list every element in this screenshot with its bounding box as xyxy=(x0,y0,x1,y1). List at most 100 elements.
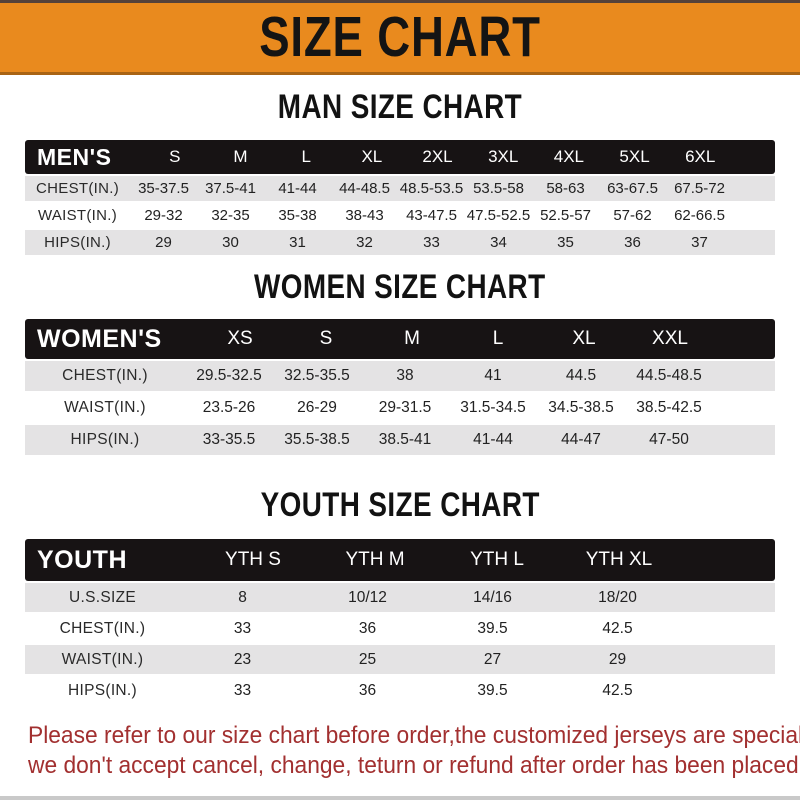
measurement-value: 44-48.5 xyxy=(339,180,390,197)
measurement-value: 42.5 xyxy=(602,681,633,699)
measurement-value: 44.5-48.5 xyxy=(636,367,702,384)
measurement-value: 33 xyxy=(423,234,440,251)
measurement-value: 29-32 xyxy=(144,207,183,224)
table-row: U.S.SIZE 8 10/12 14/16 18/20 xyxy=(25,583,775,612)
measurement-value: 31.5-34.5 xyxy=(460,399,526,416)
row-label: U.S.SIZE xyxy=(69,588,136,606)
disclaimer-line-2: we don't accept cancel, change, teturn o… xyxy=(28,752,800,779)
measurement-value: 38.5-42.5 xyxy=(636,399,702,416)
measurement-value: 38 xyxy=(396,367,414,384)
measurement-value: 14/16 xyxy=(473,588,512,606)
table-row: CHEST(IN.) 29.5-32.5 32.5-35.5 38 41 44.5 44.5… xyxy=(25,361,775,391)
disclaimer-line-1: Please refer to our size chart before or… xyxy=(28,722,800,749)
bottom-border-strip xyxy=(0,796,800,800)
measurement-value: 36 xyxy=(358,681,377,699)
measurement-value: 31 xyxy=(289,234,306,251)
measurement-value: 25 xyxy=(358,650,377,668)
size-column-header: L xyxy=(301,147,311,166)
measurement-value: 47-50 xyxy=(649,431,689,448)
table-header-band: WOMEN'S XS S M L XL XXL xyxy=(25,319,775,359)
women-size-table: WOMEN'S XS S M L XL XXL CHEST(IN.) 29.5-32.5 32.5… xyxy=(25,319,775,455)
measurement-value: 35-37.5 xyxy=(138,180,189,197)
disclaimer-text: Please refer to our size chart before or… xyxy=(0,721,800,781)
measurement-value: 57-62 xyxy=(613,207,652,224)
size-column-header: 2XL xyxy=(422,147,453,166)
measurement-value: 33-35.5 xyxy=(202,431,256,448)
table-band-label: YOUTH xyxy=(37,545,127,574)
row-label: HIPS(IN.) xyxy=(44,234,111,251)
size-column-header: YTH L xyxy=(470,549,524,570)
size-column-header: S xyxy=(319,328,333,349)
measurement-value: 27 xyxy=(483,650,502,668)
measurement-value: 39.5 xyxy=(477,619,508,637)
size-column-header: XXL xyxy=(652,328,688,349)
measurement-value: 41 xyxy=(484,367,502,384)
measurement-value: 36 xyxy=(624,234,641,251)
size-column-header: 5XL xyxy=(619,147,650,166)
table-row: HIPS(IN.) 29 30 31 32 33 34 35 36 37 xyxy=(25,230,775,255)
row-label: WAIST(IN.) xyxy=(64,399,146,416)
measurement-value: 42.5 xyxy=(602,619,633,637)
measurement-value: 63-67.5 xyxy=(607,180,658,197)
size-column-header: YTH M xyxy=(345,549,405,570)
measurement-value: 48.5-53.5 xyxy=(399,180,464,197)
measurement-value: 47.5-52.5 xyxy=(466,207,531,224)
row-label: HIPS(IN.) xyxy=(67,681,137,699)
youth-section-heading: YOUTH SIZE CHART xyxy=(260,486,540,524)
measurement-value: 23.5-26 xyxy=(202,399,256,416)
measurement-value: 29-31.5 xyxy=(378,399,432,416)
table-row: WAIST(IN.) 23.5-26 26-29 29-31.5 31.5-34.5 34… xyxy=(25,393,775,423)
size-column-header: 4XL xyxy=(553,147,584,166)
size-column-header: XL xyxy=(361,147,383,166)
table-row: CHEST(IN.) 33 36 39.5 42.5 xyxy=(25,614,775,643)
size-column-header: XS xyxy=(227,328,253,349)
measurement-value: 41-44 xyxy=(278,180,317,197)
table-row: HIPS(IN.) 33 36 39.5 42.5 xyxy=(25,676,775,705)
measurement-value: 53.5-58 xyxy=(473,180,524,197)
measurement-value: 52.5-57 xyxy=(540,207,591,224)
measurement-value: 43-47.5 xyxy=(406,207,457,224)
table-row: HIPS(IN.) 33-35.5 35.5-38.5 38.5-41 41-44 44-… xyxy=(25,425,775,455)
size-column-header: YTH XL xyxy=(585,549,653,570)
row-label: CHEST(IN.) xyxy=(62,367,148,384)
men-section-heading: MAN SIZE CHART xyxy=(277,88,523,126)
measurement-value: 23 xyxy=(233,650,252,668)
measurement-value: 34 xyxy=(490,234,507,251)
measurement-value: 32-35 xyxy=(211,207,250,224)
measurement-value: 44.5 xyxy=(565,367,597,384)
measurement-value: 39.5 xyxy=(477,681,508,699)
top-border-strip xyxy=(0,0,800,3)
table-band-label: MEN'S xyxy=(37,143,112,170)
measurement-value: 18/20 xyxy=(598,588,637,606)
women-section-heading: WOMEN SIZE CHART xyxy=(254,268,546,306)
table-row: CHEST(IN.) 35-37.5 37.5-41 41-44 44-48.5 48.5… xyxy=(25,176,775,201)
size-column-header: 6XL xyxy=(685,147,716,166)
measurement-value: 29 xyxy=(608,650,627,668)
measurement-value: 67.5-72 xyxy=(674,180,725,197)
measurement-value: 35-38 xyxy=(278,207,317,224)
measurement-value: 58-63 xyxy=(546,180,585,197)
size-column-header: 3XL xyxy=(488,147,519,166)
measurement-value: 29 xyxy=(155,234,172,251)
size-column-header: M xyxy=(233,147,248,166)
measurement-value: 10/12 xyxy=(348,588,387,606)
measurement-value: 8 xyxy=(238,588,247,606)
size-column-header: L xyxy=(492,328,504,349)
measurement-value: 37.5-41 xyxy=(205,180,256,197)
measurement-value: 33 xyxy=(233,619,252,637)
measurement-value: 34.5-38.5 xyxy=(548,399,614,416)
row-label: WAIST(IN.) xyxy=(37,207,118,224)
size-column-header: YTH S xyxy=(225,549,281,570)
measurement-value: 38-43 xyxy=(345,207,384,224)
table-header-band: MEN'S S M L XL 2XL 3XL 4XL 5XL 6XL xyxy=(25,140,775,174)
table-row: WAIST(IN.) 29-32 32-35 35-38 38-43 43-47.5 47.… xyxy=(25,203,775,228)
measurement-value: 32.5-35.5 xyxy=(284,367,350,384)
banner-title: SIZE CHART xyxy=(259,5,541,69)
measurement-value: 33 xyxy=(233,681,252,699)
measurement-value: 32 xyxy=(356,234,373,251)
size-chart-banner: SIZE CHART xyxy=(0,3,800,75)
measurement-value: 26-29 xyxy=(297,399,337,416)
size-column-header: S xyxy=(169,147,181,166)
size-column-header: M xyxy=(404,328,420,349)
measurement-value: 35.5-38.5 xyxy=(284,431,350,448)
